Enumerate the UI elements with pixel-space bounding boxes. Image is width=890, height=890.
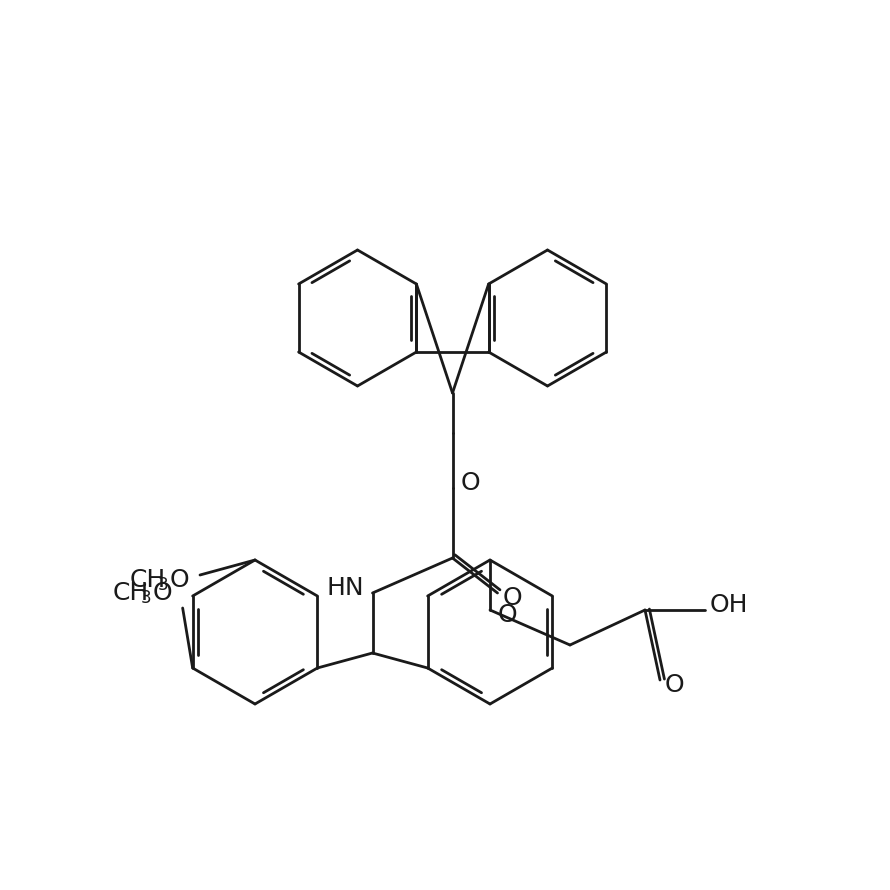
Text: O: O (665, 673, 684, 697)
Text: CH: CH (130, 568, 166, 592)
Text: O: O (498, 603, 518, 627)
Text: HN: HN (327, 576, 365, 600)
Text: O: O (503, 586, 522, 610)
Text: O: O (460, 471, 480, 495)
Text: 3: 3 (158, 576, 168, 594)
Text: OH: OH (710, 593, 748, 617)
Text: CH: CH (113, 581, 149, 605)
Text: O: O (170, 568, 190, 592)
Text: O: O (153, 581, 173, 605)
Text: 3: 3 (141, 589, 151, 607)
